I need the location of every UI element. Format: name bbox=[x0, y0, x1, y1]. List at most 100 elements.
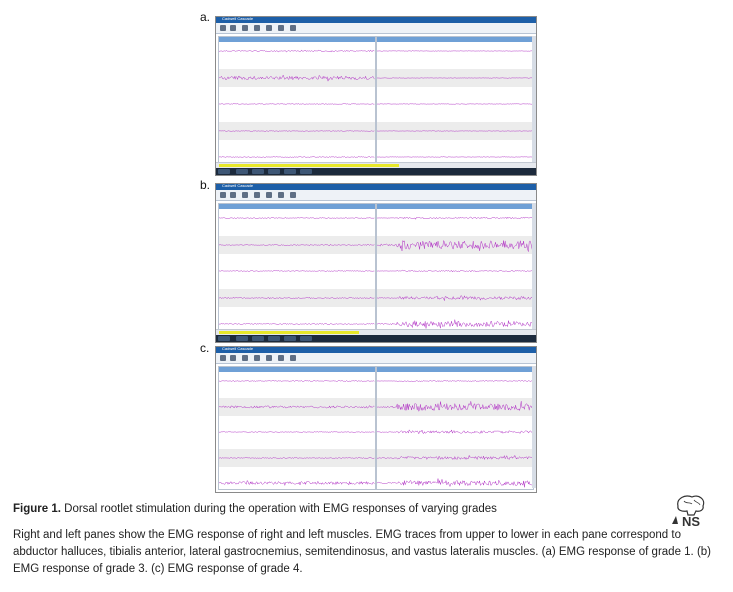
panel-label-b: b. bbox=[200, 178, 211, 192]
toolbar-button-icon[interactable] bbox=[230, 25, 236, 31]
toolbar-button-icon[interactable] bbox=[266, 192, 272, 198]
window-titlebar: Cadwell Cascade bbox=[216, 17, 536, 23]
emg-trace bbox=[219, 456, 375, 459]
right-pane-header bbox=[377, 367, 533, 372]
taskbar-item[interactable] bbox=[218, 336, 230, 341]
emg-trace bbox=[219, 431, 375, 433]
toolbar-button-icon[interactable] bbox=[290, 355, 296, 361]
screenshot-panel-b: Cadwell Cascade bbox=[215, 183, 537, 343]
toolbar-button-icon[interactable] bbox=[254, 355, 260, 361]
right-pane bbox=[376, 36, 534, 164]
taskbar-item[interactable] bbox=[268, 169, 280, 174]
emg-trace bbox=[377, 380, 533, 383]
toolbar-button-icon[interactable] bbox=[290, 192, 296, 198]
toolbar-button-icon[interactable] bbox=[220, 25, 226, 31]
emg-trace bbox=[219, 296, 375, 299]
toolbar-button-icon[interactable] bbox=[278, 25, 284, 31]
emg-trace bbox=[219, 243, 375, 246]
channel-band bbox=[219, 288, 375, 307]
emg-trace bbox=[219, 73, 375, 82]
toolbar bbox=[216, 353, 536, 364]
taskbar-item[interactable] bbox=[252, 336, 264, 341]
left-pane bbox=[218, 36, 376, 164]
left-pane-header bbox=[219, 204, 375, 209]
taskbar-item[interactable] bbox=[284, 336, 296, 341]
window-titlebar: Cadwell Cascade bbox=[216, 347, 536, 353]
emg-trace bbox=[219, 49, 375, 53]
brain-logo-icon: NS bbox=[672, 495, 705, 528]
emg-trace bbox=[377, 216, 533, 220]
emg-trace bbox=[219, 129, 375, 132]
progress-bar bbox=[219, 331, 359, 334]
window-titlebar: Cadwell Cascade bbox=[216, 184, 536, 190]
logo-text: NS bbox=[682, 514, 700, 528]
toolbar-button-icon[interactable] bbox=[242, 192, 248, 198]
toolbar bbox=[216, 23, 536, 34]
left-pane-header bbox=[219, 367, 375, 372]
toolbar-button-icon[interactable] bbox=[230, 192, 236, 198]
figure-title-text: Dorsal rootlet stimulation during the op… bbox=[60, 503, 497, 515]
app-title: Cadwell Cascade bbox=[222, 183, 254, 188]
emg-trace bbox=[377, 129, 533, 132]
taskbar-item[interactable] bbox=[284, 169, 296, 174]
emg-trace bbox=[377, 76, 533, 79]
toolbar-button-icon[interactable] bbox=[242, 355, 248, 361]
status-bar bbox=[216, 162, 536, 168]
emg-trace bbox=[377, 239, 533, 252]
taskbar-item[interactable] bbox=[268, 336, 280, 341]
emg-trace bbox=[377, 294, 533, 302]
emg-trace bbox=[219, 269, 375, 272]
scrollbar[interactable] bbox=[532, 36, 536, 162]
panel-label-c: c. bbox=[200, 341, 210, 355]
taskbar-item[interactable] bbox=[236, 169, 248, 174]
taskbar bbox=[216, 168, 536, 175]
panel-label-a: a. bbox=[200, 10, 211, 24]
app-title: Cadwell Cascade bbox=[222, 346, 254, 351]
emg-trace bbox=[219, 404, 375, 409]
toolbar-button-icon[interactable] bbox=[278, 192, 284, 198]
toolbar-button-icon[interactable] bbox=[220, 192, 226, 198]
taskbar-item[interactable] bbox=[252, 169, 264, 174]
emg-trace bbox=[377, 454, 533, 460]
toolbar-button-icon[interactable] bbox=[254, 25, 260, 31]
progress-bar bbox=[219, 164, 399, 167]
emg-trace bbox=[377, 478, 533, 488]
right-pane bbox=[376, 366, 534, 490]
emg-trace bbox=[219, 322, 375, 325]
app-title: Cadwell Cascade bbox=[222, 16, 254, 21]
toolbar bbox=[216, 190, 536, 201]
toolbar-button-icon[interactable] bbox=[220, 355, 226, 361]
toolbar-button-icon[interactable] bbox=[266, 25, 272, 31]
figure-caption-body: Right and left panes show the EMG respon… bbox=[13, 529, 711, 575]
channel-band bbox=[377, 235, 533, 254]
figure-caption-title: Figure 1. Dorsal rootlet stimulation dur… bbox=[13, 503, 497, 515]
emg-trace bbox=[377, 103, 533, 105]
emg-trace bbox=[377, 429, 533, 435]
right-pane bbox=[376, 203, 534, 331]
toolbar-button-icon[interactable] bbox=[230, 355, 236, 361]
toolbar-button-icon[interactable] bbox=[242, 25, 248, 31]
emg-trace bbox=[219, 103, 375, 105]
emg-trace bbox=[219, 216, 375, 219]
toolbar-button-icon[interactable] bbox=[290, 25, 296, 31]
toolbar-button-icon[interactable] bbox=[266, 355, 272, 361]
scrollbar[interactable] bbox=[532, 203, 536, 329]
toolbar-button-icon[interactable] bbox=[254, 192, 260, 198]
left-pane bbox=[218, 366, 376, 490]
emg-trace bbox=[219, 380, 375, 382]
emg-trace bbox=[377, 156, 533, 158]
screenshot-panel-a: Cadwell Cascade bbox=[215, 16, 537, 176]
left-pane bbox=[218, 203, 376, 331]
taskbar-item[interactable] bbox=[300, 169, 312, 174]
channel-band bbox=[377, 397, 533, 416]
status-bar bbox=[216, 329, 536, 335]
channel-band bbox=[219, 121, 375, 140]
taskbar-item[interactable] bbox=[236, 336, 248, 341]
channel-band bbox=[377, 448, 533, 467]
right-pane-header bbox=[377, 37, 533, 42]
figure-number: Figure 1. bbox=[13, 503, 61, 515]
scrollbar[interactable] bbox=[532, 366, 536, 488]
taskbar-item[interactable] bbox=[300, 336, 312, 341]
toolbar-button-icon[interactable] bbox=[278, 355, 284, 361]
taskbar-item[interactable] bbox=[218, 169, 230, 174]
